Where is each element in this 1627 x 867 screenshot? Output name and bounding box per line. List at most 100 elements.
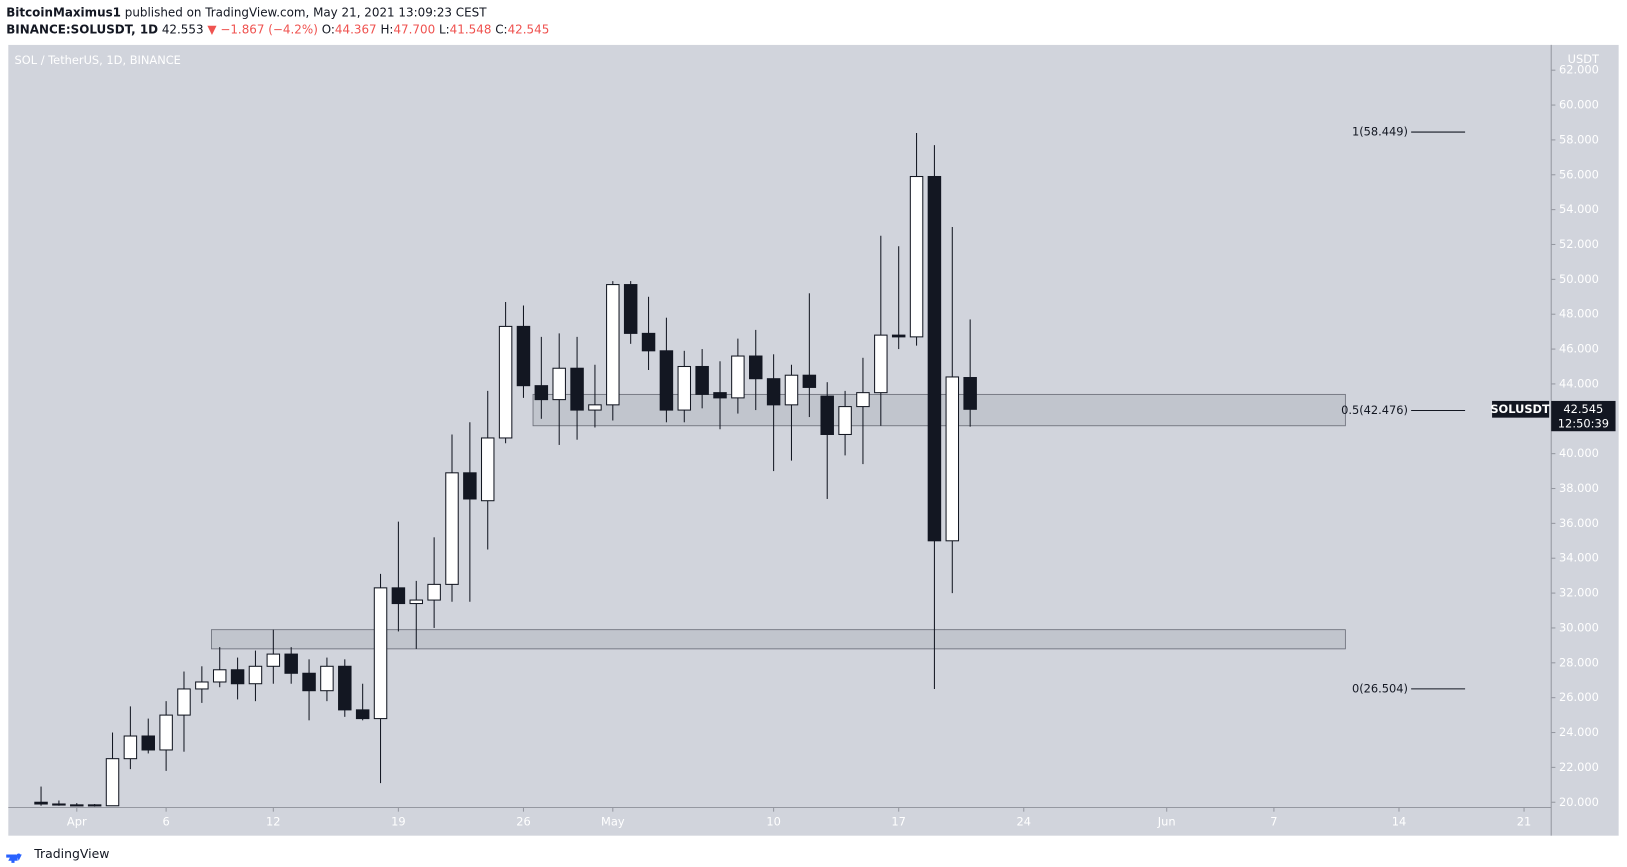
- candle-body: [320, 665, 334, 692]
- price-tag-symbol-box: [1492, 400, 1550, 418]
- candle-body: [874, 334, 888, 394]
- price-tag-symbol: SOLUSDT: [1490, 402, 1550, 416]
- o: 44.367: [335, 22, 377, 36]
- fib-label: 1(58.449): [1352, 125, 1408, 139]
- y-tick-label: 48.000: [1559, 307, 1599, 321]
- fib-label: 0.5(42.476): [1341, 403, 1408, 417]
- candle-body: [552, 367, 566, 401]
- candle-body: [784, 374, 799, 406]
- x-tick-label: 12: [266, 815, 281, 829]
- change: ▼ −1.867 (−4.2%): [207, 22, 318, 36]
- l: 41.548: [450, 22, 492, 36]
- y-tick-label: 30.000: [1559, 620, 1599, 634]
- candle-body: [70, 804, 84, 807]
- footer: TradingView: [6, 846, 109, 863]
- candle-body: [749, 355, 763, 380]
- y-tick-label: 56.000: [1559, 167, 1599, 181]
- logo: [6, 854, 15, 863]
- candle-body: [212, 669, 227, 683]
- candle-body: [105, 758, 120, 807]
- x-tick-label: Jun: [1157, 815, 1176, 829]
- candle-body: [409, 599, 424, 605]
- h-label: H:: [380, 22, 393, 36]
- l-label: L:: [439, 22, 450, 36]
- y-tick-label: 26.000: [1559, 690, 1599, 704]
- candle-body: [731, 355, 745, 399]
- candle-body: [677, 365, 692, 411]
- candle-body: [284, 653, 298, 674]
- candle-body: [373, 587, 388, 720]
- candle-body: [463, 472, 477, 500]
- x-tick-label: May: [601, 815, 625, 829]
- chart-title: SOL / TetherUS, 1D, BINANCE: [15, 53, 181, 67]
- candle-body: [480, 437, 495, 502]
- candle-body: [945, 376, 960, 542]
- y-tick-label: 50.000: [1559, 272, 1599, 286]
- c-label: C:: [495, 22, 507, 36]
- candle-body: [802, 374, 817, 388]
- candle-body: [52, 803, 66, 806]
- candle-body: [159, 714, 173, 751]
- candle-body: [230, 669, 245, 685]
- price-tag-box: [1551, 400, 1616, 432]
- y-tick-label: 32.000: [1559, 586, 1599, 600]
- candle-body: [87, 804, 102, 807]
- h: 47.700: [393, 22, 435, 36]
- header-line-1: BitcoinMaximus1 published on TradingView…: [6, 5, 487, 19]
- candle-body: [963, 377, 977, 410]
- candle-body: [391, 587, 406, 605]
- x-tick-label: 24: [1017, 815, 1032, 829]
- candle-body: [355, 709, 370, 720]
- candle-body: [516, 325, 531, 387]
- candle-body: [445, 472, 459, 585]
- y-tick-label: 40.000: [1559, 446, 1599, 460]
- chart-background: [8, 44, 1619, 836]
- y-tick-label: 28.000: [1559, 655, 1599, 669]
- published: published on TradingView.com, May 21, 20…: [125, 5, 487, 19]
- y-tick-label: 46.000: [1559, 342, 1599, 356]
- candle-body: [534, 385, 549, 401]
- c: 42.545: [508, 22, 550, 36]
- candle-body: [641, 332, 656, 352]
- y-tick-label: 36.000: [1559, 516, 1599, 530]
- fib-label: 0(26.504): [1352, 681, 1408, 695]
- x-tick-label: Apr: [67, 815, 87, 829]
- y-tick-label: 20.000: [1559, 795, 1599, 809]
- brand: TradingView: [33, 846, 109, 861]
- y-tick-label: 60.000: [1559, 98, 1599, 112]
- last: 42.553: [162, 22, 204, 36]
- symbol: BINANCE:SOLUSDT, 1D: [6, 22, 158, 36]
- candle-body: [927, 175, 942, 542]
- candle-body: [266, 653, 281, 667]
- candle-body: [34, 801, 48, 805]
- x-tick-label: 19: [391, 815, 406, 829]
- o-label: O:: [322, 22, 335, 36]
- candle-body: [177, 688, 191, 716]
- price-tag-countdown: 12:50:39: [1558, 416, 1609, 430]
- candle-body: [248, 665, 263, 685]
- x-tick-label: 7: [1270, 815, 1277, 829]
- x-tick-label: 14: [1392, 815, 1407, 829]
- y-tick-label: 62.000: [1559, 63, 1599, 77]
- candle-body: [695, 365, 709, 395]
- candle-body: [338, 665, 352, 711]
- candle-body: [766, 378, 781, 406]
- candle-body: [856, 392, 870, 408]
- candle-body: [606, 284, 620, 406]
- candle-body: [195, 681, 209, 690]
- candle-body: [427, 583, 441, 601]
- y-tick-label: 52.000: [1559, 237, 1599, 251]
- candle-body: [891, 334, 906, 338]
- candle-body: [820, 395, 834, 435]
- candle-body: [302, 672, 316, 692]
- candle-body: [838, 406, 852, 435]
- candle-body: [141, 735, 155, 751]
- candle-body: [659, 350, 674, 411]
- logo: [16, 853, 21, 858]
- candle-body: [570, 367, 584, 411]
- zone: [211, 629, 1346, 650]
- x-tick-label: 10: [766, 815, 781, 829]
- price-tag-price: 42.545: [1563, 402, 1603, 416]
